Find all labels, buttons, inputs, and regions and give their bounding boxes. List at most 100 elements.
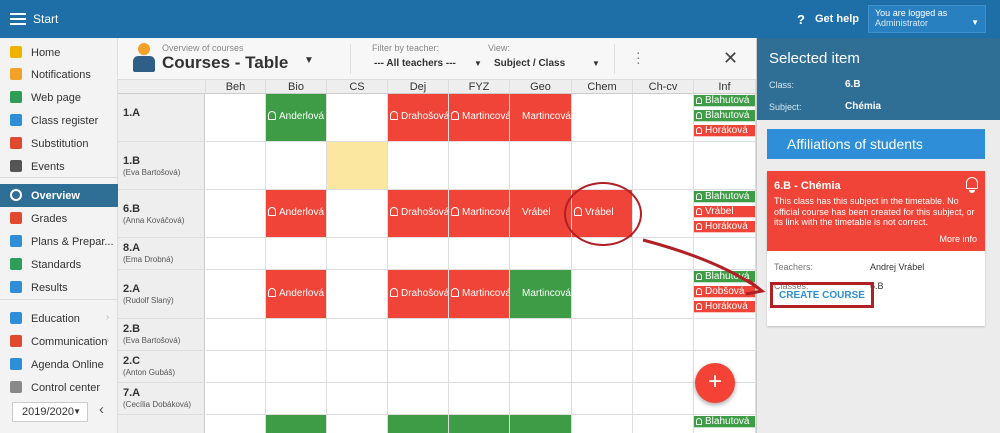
table-cell[interactable] bbox=[449, 319, 510, 351]
chevron-down-icon[interactable]: ▼ bbox=[474, 59, 482, 68]
table-cell[interactable] bbox=[510, 351, 572, 383]
table-cell[interactable] bbox=[388, 351, 449, 383]
course-cell[interactable]: Vrábel bbox=[510, 190, 572, 238]
close-icon[interactable]: ✕ bbox=[723, 48, 739, 68]
course-cell[interactable] bbox=[327, 142, 388, 190]
sidebar-item-web-page[interactable]: Web page bbox=[0, 86, 118, 109]
table-cell[interactable] bbox=[206, 238, 266, 270]
table-cell[interactable] bbox=[694, 383, 756, 415]
table-cell[interactable] bbox=[510, 383, 572, 415]
table-cell[interactable] bbox=[206, 142, 266, 190]
course-entry[interactable]: Blahutová bbox=[694, 271, 755, 283]
course-cell[interactable]: Anderlová bbox=[266, 270, 327, 319]
table-cell[interactable] bbox=[633, 319, 694, 351]
affiliations-of-students-button[interactable]: Affiliations of students bbox=[767, 129, 985, 159]
table-cell[interactable] bbox=[633, 190, 694, 238]
course-cell[interactable]: Martincová bbox=[510, 270, 572, 319]
course-cell[interactable] bbox=[388, 415, 449, 433]
chevron-down-icon[interactable]: ▼ bbox=[592, 59, 600, 68]
page-title[interactable]: Courses - Table bbox=[162, 53, 289, 72]
table-cell[interactable] bbox=[694, 319, 756, 351]
hamburger-icon[interactable] bbox=[10, 13, 26, 25]
table-cell[interactable] bbox=[572, 351, 633, 383]
table-cell[interactable] bbox=[266, 319, 327, 351]
table-cell[interactable] bbox=[266, 238, 327, 270]
table-cell[interactable] bbox=[206, 94, 266, 142]
school-year-select[interactable]: 2019/2020 ▼ bbox=[12, 402, 88, 422]
course-entry[interactable]: Horáková bbox=[694, 301, 755, 313]
table-cell[interactable] bbox=[510, 238, 572, 270]
table-cell[interactable] bbox=[633, 238, 694, 270]
course-entry[interactable]: Blahutová bbox=[694, 110, 755, 122]
course-cell[interactable]: Anderlová bbox=[266, 94, 327, 142]
table-cell[interactable] bbox=[633, 142, 694, 190]
table-cell[interactable] bbox=[572, 383, 633, 415]
table-cell[interactable] bbox=[327, 383, 388, 415]
course-cell-stack[interactable]: Blahutová Blahutová Horáková bbox=[694, 94, 756, 142]
help-icon[interactable]: ? bbox=[797, 12, 805, 27]
table-cell[interactable] bbox=[388, 383, 449, 415]
course-cell[interactable]: Martincová bbox=[510, 94, 572, 142]
sidebar-item-class-register[interactable]: Class register bbox=[0, 109, 118, 132]
table-cell[interactable] bbox=[327, 270, 388, 319]
table-cell[interactable] bbox=[633, 94, 694, 142]
more-menu-icon[interactable]: · · · bbox=[636, 44, 641, 70]
column-header[interactable]: Bio bbox=[266, 80, 327, 94]
course-cell[interactable]: Drahošová bbox=[388, 190, 449, 238]
sidebar-item-agenda-online[interactable]: Agenda Online bbox=[0, 353, 118, 376]
sidebar-item-events[interactable]: Events bbox=[0, 155, 118, 178]
table-cell[interactable] bbox=[572, 238, 633, 270]
table-cell[interactable] bbox=[633, 383, 694, 415]
course-cell[interactable]: Martincová bbox=[449, 94, 510, 142]
course-cell[interactable] bbox=[266, 415, 327, 433]
table-cell[interactable] bbox=[449, 383, 510, 415]
table-cell[interactable] bbox=[572, 94, 633, 142]
column-header[interactable]: Beh bbox=[206, 80, 266, 94]
table-cell[interactable] bbox=[633, 270, 694, 319]
sidebar-item-home[interactable]: Home bbox=[0, 41, 118, 64]
table-cell[interactable] bbox=[388, 319, 449, 351]
course-cell-stack[interactable]: Blahutová Vrábel Horáková bbox=[694, 190, 756, 238]
table-cell[interactable] bbox=[572, 319, 633, 351]
start-link[interactable]: Start bbox=[33, 12, 59, 26]
create-course-button[interactable]: CREATE COURSE bbox=[770, 282, 874, 308]
title-chevron-down-icon[interactable]: ▼ bbox=[304, 55, 314, 66]
get-help-link[interactable]: Get help bbox=[815, 13, 860, 25]
course-cell-stack[interactable]: Blahutová Dobšová Horáková bbox=[694, 270, 756, 319]
table-cell[interactable] bbox=[572, 415, 633, 433]
sidebar-item-communication[interactable]: Communication › bbox=[0, 330, 118, 353]
table-cell[interactable] bbox=[510, 319, 572, 351]
view-select[interactable]: Subject / Class bbox=[494, 58, 566, 69]
column-header[interactable]: Ch-cv bbox=[633, 80, 694, 94]
table-cell[interactable] bbox=[633, 351, 694, 383]
table-cell[interactable] bbox=[327, 415, 388, 433]
course-cell-stack[interactable]: Blahutová bbox=[694, 415, 756, 433]
table-cell[interactable] bbox=[327, 238, 388, 270]
sidebar-item-education[interactable]: Education › bbox=[0, 307, 118, 330]
column-header[interactable]: Chem bbox=[572, 80, 633, 94]
course-entry[interactable]: Horáková bbox=[694, 221, 755, 233]
sidebar-item-plans-prepar[interactable]: Plans & Prepar... bbox=[0, 230, 118, 253]
column-header[interactable]: FYZ bbox=[449, 80, 510, 94]
course-cell[interactable] bbox=[449, 415, 510, 433]
course-entry[interactable]: Vrábel bbox=[694, 206, 755, 218]
table-cell[interactable] bbox=[510, 142, 572, 190]
table-cell[interactable] bbox=[206, 415, 266, 433]
table-cell[interactable] bbox=[449, 142, 510, 190]
table-cell[interactable] bbox=[327, 319, 388, 351]
course-entry[interactable]: Blahutová bbox=[694, 95, 755, 107]
table-cell[interactable] bbox=[633, 415, 694, 433]
sidebar-item-substitution[interactable]: Substitution bbox=[0, 132, 118, 155]
table-cell[interactable] bbox=[388, 142, 449, 190]
sidebar-item-results[interactable]: Results bbox=[0, 276, 118, 299]
course-cell[interactable]: Anderlová bbox=[266, 190, 327, 238]
collapse-sidebar-icon[interactable]: ‹ bbox=[99, 401, 104, 418]
sidebar-item-notifications[interactable]: Notifications bbox=[0, 63, 118, 86]
table-cell[interactable] bbox=[694, 238, 756, 270]
table-cell[interactable] bbox=[449, 238, 510, 270]
course-entry[interactable]: Blahutová bbox=[694, 416, 755, 428]
table-cell[interactable] bbox=[327, 190, 388, 238]
course-cell[interactable]: Martincová bbox=[449, 270, 510, 319]
sidebar-item-overview[interactable]: Overview bbox=[0, 184, 118, 207]
table-cell[interactable] bbox=[266, 351, 327, 383]
